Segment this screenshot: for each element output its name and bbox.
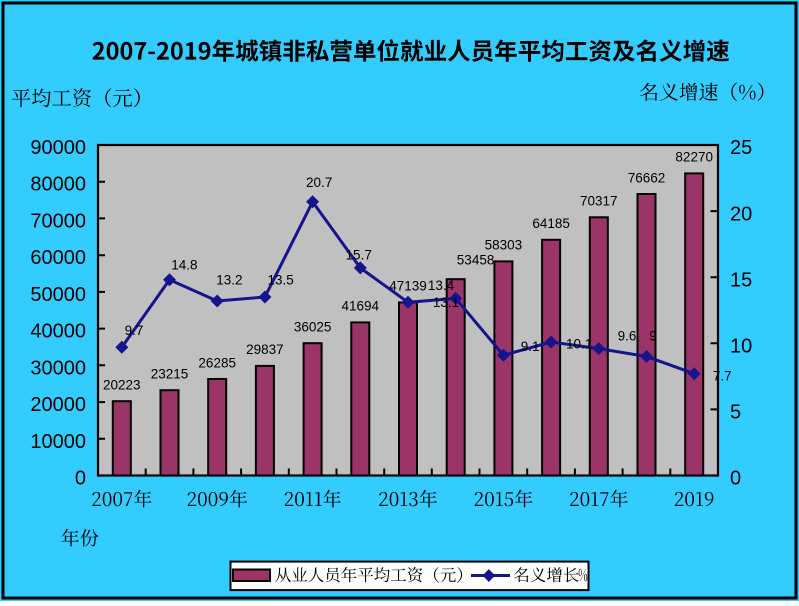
svg-text:53458: 53458 — [457, 253, 495, 268]
svg-text:29837: 29837 — [246, 342, 284, 357]
svg-text:60000: 60000 — [30, 247, 86, 269]
svg-text:20223: 20223 — [103, 378, 141, 393]
svg-text:9.1: 9.1 — [521, 339, 540, 354]
svg-text:20.7: 20.7 — [306, 175, 332, 190]
svg-text:70000: 70000 — [30, 210, 86, 232]
svg-text:80000: 80000 — [30, 174, 86, 196]
svg-text:15.7: 15.7 — [346, 248, 372, 263]
svg-text:13.5: 13.5 — [267, 272, 293, 287]
svg-text:90000: 90000 — [30, 137, 86, 159]
svg-text:58303: 58303 — [485, 238, 523, 253]
svg-text:76662: 76662 — [628, 170, 666, 185]
svg-text:0: 0 — [75, 468, 86, 490]
svg-text:36025: 36025 — [294, 320, 332, 335]
svg-text:20000: 20000 — [30, 394, 86, 416]
svg-text:15: 15 — [730, 269, 752, 291]
svg-text:5: 5 — [730, 402, 741, 424]
svg-text:9.7: 9.7 — [125, 323, 144, 338]
svg-text:47139: 47139 — [389, 279, 427, 294]
svg-text:14.8: 14.8 — [171, 257, 197, 272]
svg-text:7.7: 7.7 — [713, 369, 732, 384]
svg-text:30000: 30000 — [30, 357, 86, 379]
svg-text:10: 10 — [730, 336, 752, 358]
svg-text:9: 9 — [649, 328, 657, 343]
svg-text:41694: 41694 — [342, 299, 380, 314]
svg-text:70317: 70317 — [580, 194, 618, 209]
svg-text:26285: 26285 — [198, 355, 236, 370]
svg-text:23215: 23215 — [151, 367, 189, 382]
svg-text:13.2: 13.2 — [216, 272, 242, 287]
svg-text:64185: 64185 — [532, 216, 570, 231]
svg-text:13.4: 13.4 — [428, 278, 455, 293]
svg-text:13.1: 13.1 — [433, 295, 459, 310]
svg-text:20: 20 — [730, 203, 752, 225]
svg-text:25: 25 — [730, 137, 752, 159]
svg-text:10.1: 10.1 — [566, 337, 592, 352]
svg-text:50000: 50000 — [30, 284, 86, 306]
svg-text:10000: 10000 — [30, 431, 86, 453]
svg-text:9.6: 9.6 — [618, 329, 637, 344]
svg-text:82270: 82270 — [675, 150, 713, 165]
svg-text:0: 0 — [730, 468, 741, 490]
svg-text:40000: 40000 — [30, 321, 86, 343]
